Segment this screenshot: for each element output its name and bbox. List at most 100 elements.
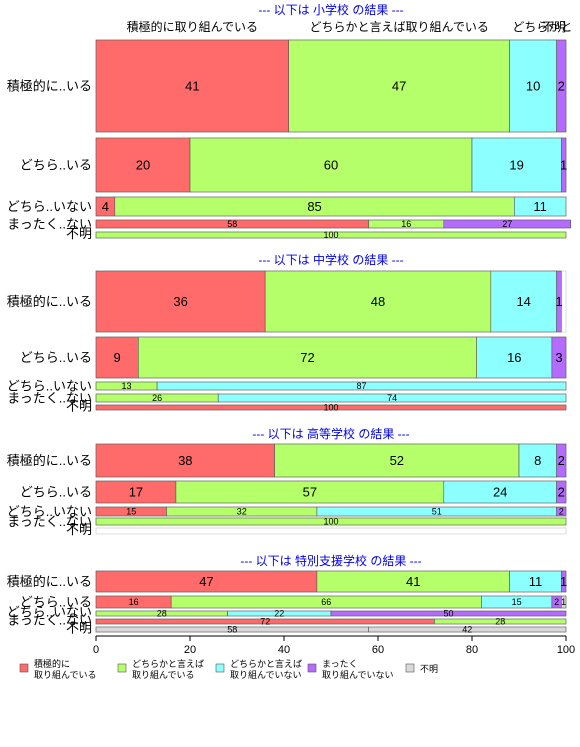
- bar-segment: [434, 618, 567, 625]
- data-label: 72: [260, 616, 270, 626]
- panel-title: --- 以下は 高等学校 の結果 ---: [252, 426, 409, 441]
- column-header: どちらかと言えば取り組んでいる: [309, 20, 488, 34]
- data-label: 11: [529, 574, 543, 589]
- panel-2: --- 以下は 中学校 の結果 --- 積極的に..いる 36 48 14 1 どちら..い…: [7, 252, 567, 414]
- data-label: 60: [324, 158, 338, 173]
- data-label: 85: [307, 199, 321, 214]
- bar-segment: [556, 270, 562, 333]
- bar-row: 積極的に..いる 47 41 11 1: [7, 570, 567, 593]
- bar-row: どちら..いない 13 87: [7, 378, 567, 393]
- data-label: 1: [560, 158, 567, 173]
- legend-swatch: [307, 663, 317, 673]
- bar-track: [95, 527, 567, 535]
- bar-segment: [556, 39, 567, 133]
- data-label: 11: [533, 199, 547, 214]
- legend: 積極的に取り組んでいる どちらかと言えば取り組んでいる どちらかと言えば取り組んでい…: [19, 658, 438, 680]
- legend-item: 不明: [405, 663, 438, 674]
- bar-segment: [217, 393, 567, 403]
- row-label: まったく..ない: [7, 390, 92, 405]
- bar-segment: [513, 196, 567, 217]
- data-label: 47: [199, 574, 213, 589]
- bar-row: どちら..いない 15 32 51 2: [7, 504, 567, 519]
- row-label: どちら..いない: [7, 199, 92, 214]
- data-label: 58: [227, 219, 237, 229]
- row-label: どちら..いない: [7, 605, 92, 620]
- row-label: 不明: [66, 226, 92, 241]
- data-label: 15: [126, 507, 136, 517]
- bar-segment: [95, 39, 289, 133]
- bar-segment: [156, 381, 567, 391]
- row-label: まったく..ない: [7, 514, 92, 529]
- data-label: 72: [300, 350, 314, 365]
- data-label: 22: [274, 608, 284, 618]
- row-label: どちら..いない: [7, 504, 92, 519]
- data-label: 36: [173, 294, 187, 309]
- legend-label: どちらかと言えば取り組んでいない: [230, 658, 302, 680]
- data-label: 66: [321, 597, 331, 607]
- data-label: 16: [507, 350, 521, 365]
- data-label: 26: [152, 393, 162, 403]
- bar-segment: [95, 443, 275, 478]
- bar-segment: [95, 404, 567, 411]
- data-label: 32: [237, 507, 247, 517]
- data-label: 8: [534, 453, 541, 468]
- data-label: 20: [136, 158, 150, 173]
- bar-row: どちら..いる 9 72 16 3: [20, 336, 567, 379]
- bar-segment: [95, 270, 266, 333]
- data-label: 17: [129, 485, 143, 500]
- bar-segment: [560, 570, 567, 593]
- panel-3: --- 以下は 高等学校 の結果 ---積極的に..いる 38 52 8 2どちら..い…: [7, 426, 567, 537]
- data-label: 2: [559, 507, 564, 517]
- legend-label: 不明: [420, 664, 438, 674]
- data-label: 74: [387, 393, 397, 403]
- bar-segment: [476, 336, 553, 379]
- legend-swatch: [405, 663, 415, 673]
- data-label: 1: [561, 597, 566, 607]
- bar-segment: [274, 443, 520, 478]
- x-tick-label: 20: [184, 644, 196, 656]
- bar-segment: [95, 231, 567, 239]
- panel-1: --- 以下は 小学校 の結果 ---積極的に取り組んでいる どちらかと言えば取り…: [7, 2, 573, 241]
- row-label: 積極的に..いる: [7, 453, 92, 468]
- bar-segment: [556, 506, 567, 517]
- bar-segment: [189, 137, 473, 193]
- row-label: まったく..ない: [7, 613, 92, 628]
- data-label: 48: [371, 294, 385, 309]
- bar-segment: [556, 480, 567, 504]
- data-label: 3: [555, 350, 562, 365]
- bar-row: 不明 100: [66, 226, 567, 241]
- row-label: 積極的に..いる: [7, 574, 92, 589]
- bar-segment: [443, 219, 571, 229]
- data-label: 2: [554, 597, 559, 607]
- row-label: 不明: [66, 522, 92, 537]
- legend-label: どちらかと言えば取り組んでいる: [132, 658, 204, 680]
- row-label: どちら..いる: [20, 350, 92, 365]
- bar-segment: [95, 517, 567, 526]
- row-label: 不明: [66, 399, 92, 414]
- data-label: 57: [303, 485, 317, 500]
- row-label: 不明: [66, 621, 92, 636]
- bar-row: 積極的に..いる 36 48 14 1: [7, 270, 567, 333]
- bar-segment: [95, 137, 191, 193]
- panel-4: --- 以下は 特別支援学校 の結果 ---積極的に..いる 47 41 11 1どちら…: [7, 553, 568, 636]
- row-label: どちら..いる: [20, 595, 92, 610]
- data-label: 16: [129, 597, 139, 607]
- data-label: 4: [102, 199, 109, 214]
- bar-row: 不明 100: [66, 399, 567, 414]
- bar-segment: [368, 626, 567, 633]
- legend-swatch: [215, 663, 225, 673]
- data-label: 15: [512, 597, 522, 607]
- data-label: 87: [357, 381, 367, 391]
- bar-row: 積極的に..いる 41 47 10 2: [7, 39, 567, 133]
- data-label: 100: [323, 402, 338, 412]
- panel-title: --- 以下は 小学校 の結果 ---: [258, 2, 403, 17]
- data-label: 58: [227, 624, 237, 634]
- data-label: 10: [526, 79, 540, 94]
- data-label: 14: [516, 294, 530, 309]
- data-label: 50: [443, 608, 453, 618]
- x-tick-label: 40: [278, 644, 290, 656]
- bar-segment: [556, 443, 567, 478]
- column-header: 不明: [542, 20, 566, 34]
- legend-item: どちらかと言えば取り組んでいない: [215, 658, 302, 680]
- legend-label: 積極的に取り組んでいる: [34, 658, 97, 680]
